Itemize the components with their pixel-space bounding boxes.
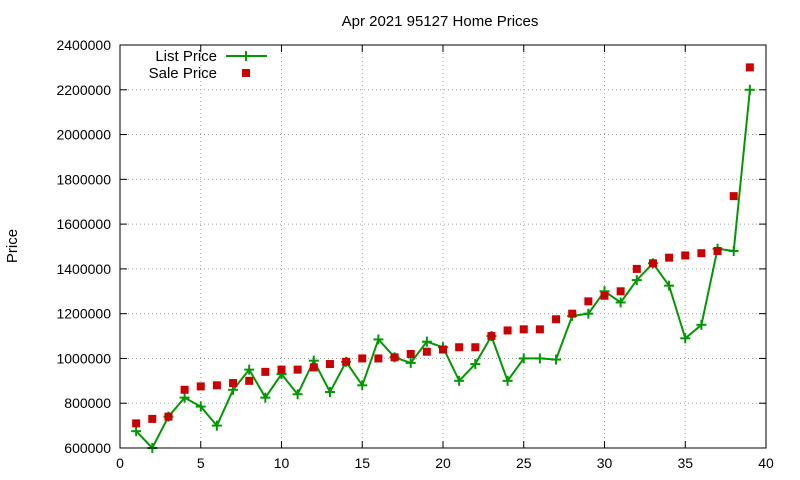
x-tick-label: 25 xyxy=(516,455,532,471)
sale-price-point xyxy=(309,363,318,372)
y-tick-label: 2000000 xyxy=(56,127,111,143)
list-price-point xyxy=(728,245,739,256)
list-price-point xyxy=(421,336,432,347)
sale-price-point xyxy=(180,385,189,394)
sale-price-point xyxy=(729,192,738,201)
y-tick-label: 1600000 xyxy=(56,216,111,232)
sale-price-point xyxy=(616,287,625,296)
sale-price-point xyxy=(261,367,270,376)
sale-price-point xyxy=(487,332,496,341)
x-tick-label: 20 xyxy=(435,455,451,471)
sale-price-point xyxy=(697,249,706,258)
sale-price-point xyxy=(745,63,754,72)
y-tick-label: 1800000 xyxy=(56,171,111,187)
sale-price-point xyxy=(439,345,447,354)
sale-price-point xyxy=(471,343,480,352)
list-price-point xyxy=(244,364,255,375)
chart-title: Apr 2021 95127 Home Prices xyxy=(342,13,539,30)
sale-price-point xyxy=(293,365,302,374)
sale-price-point xyxy=(422,347,431,356)
list-price-point xyxy=(470,359,481,370)
x-tick-label: 0 xyxy=(116,455,124,471)
sale-price-point xyxy=(164,412,173,421)
sale-price-point xyxy=(665,253,674,262)
list-price-point xyxy=(454,375,465,386)
x-tick-label: 5 xyxy=(197,455,205,471)
legend-label-0: List Price xyxy=(155,48,217,65)
sale-price-point xyxy=(568,309,577,318)
list-price-point xyxy=(680,333,691,344)
sale-price-point xyxy=(196,382,205,391)
sale-price-point xyxy=(648,259,657,268)
list-price-point xyxy=(615,297,626,308)
list-price-point xyxy=(664,280,675,291)
y-tick-label: 800000 xyxy=(64,395,111,411)
y-axis-label: Price xyxy=(4,229,21,263)
x-tick-label: 35 xyxy=(677,455,693,471)
list-price-point xyxy=(260,392,271,403)
sale-price-point xyxy=(455,343,464,352)
x-tick-label: 30 xyxy=(597,455,613,471)
list-price-point xyxy=(179,392,190,403)
sale-price-point xyxy=(632,264,641,273)
sale-price-point xyxy=(342,357,351,366)
sale-price-point xyxy=(713,246,722,255)
sale-price-point xyxy=(374,354,383,363)
series-area xyxy=(131,63,755,453)
sale-price-point xyxy=(503,326,512,335)
list-price-point xyxy=(405,357,416,368)
list-price-point xyxy=(631,275,642,286)
sale-price-point xyxy=(390,353,399,362)
x-tick-label: 40 xyxy=(758,455,774,471)
list-price-point xyxy=(534,353,545,364)
legend-label-1: Sale Price xyxy=(149,65,217,82)
series-sale-price xyxy=(132,63,754,428)
sale-price-point xyxy=(212,381,221,390)
sale-price-point xyxy=(406,349,415,358)
list-price-point xyxy=(502,375,513,386)
sale-price-point xyxy=(277,365,286,374)
sale-price-point xyxy=(325,360,334,369)
sale-price-point xyxy=(584,297,593,306)
y-tick-label: 600000 xyxy=(64,440,111,456)
list-price-point xyxy=(551,354,562,365)
list-price-point xyxy=(292,389,303,400)
list-price-point xyxy=(696,319,707,330)
axis-ticks: 0 5 10 15 20 25 30 35 40 600000 800000 1000000 12000… xyxy=(56,37,774,471)
list-price-point xyxy=(211,420,222,431)
list-price-point xyxy=(324,387,335,398)
list-price-point xyxy=(518,353,529,364)
y-tick-label: 1000000 xyxy=(56,350,111,366)
list-price-point xyxy=(373,334,384,345)
y-tick-label: 2200000 xyxy=(56,82,111,98)
list-price-point xyxy=(195,401,206,412)
sale-price-point xyxy=(552,315,561,324)
list-price-point xyxy=(131,426,142,437)
y-tick-label: 2400000 xyxy=(56,37,111,53)
x-tick-label: 10 xyxy=(274,455,290,471)
sale-price-point xyxy=(519,325,528,334)
sale-price-point xyxy=(358,354,367,363)
sale-price-point xyxy=(535,325,544,334)
list-price-point xyxy=(583,308,594,319)
sale-price-point xyxy=(148,414,157,423)
list-price-point xyxy=(357,380,368,391)
y-tick-label: 1400000 xyxy=(56,261,111,277)
list-price-point xyxy=(744,84,755,95)
y-tick-label: 1200000 xyxy=(56,306,111,322)
sale-price-point xyxy=(245,376,254,385)
sale-price-point xyxy=(600,291,609,300)
sale-price-point xyxy=(132,419,141,428)
sale-price-point xyxy=(229,379,238,388)
sale-price-point xyxy=(681,251,690,260)
legend-square-sample xyxy=(242,69,250,77)
x-tick-label: 15 xyxy=(354,455,370,471)
